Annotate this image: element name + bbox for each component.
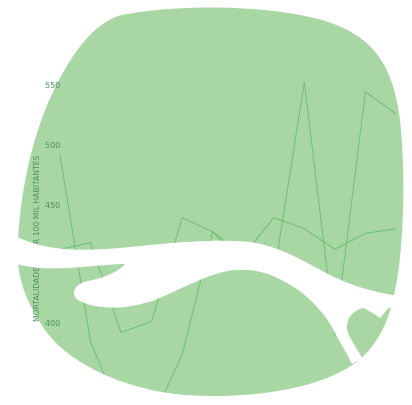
river-band <box>0 226 412 364</box>
y-tick-label: 400 <box>45 319 60 328</box>
y-axis-label: MORTALIDADE ... POR 100 MIL HABITANTES <box>32 155 41 322</box>
y-axis-ticks: 550 500 450 400 <box>45 81 60 328</box>
y-tick-label: 450 <box>45 201 60 210</box>
y-tick-label: 500 <box>45 141 60 150</box>
y-tick-label: 550 <box>45 81 60 90</box>
river-inlet <box>352 297 392 318</box>
